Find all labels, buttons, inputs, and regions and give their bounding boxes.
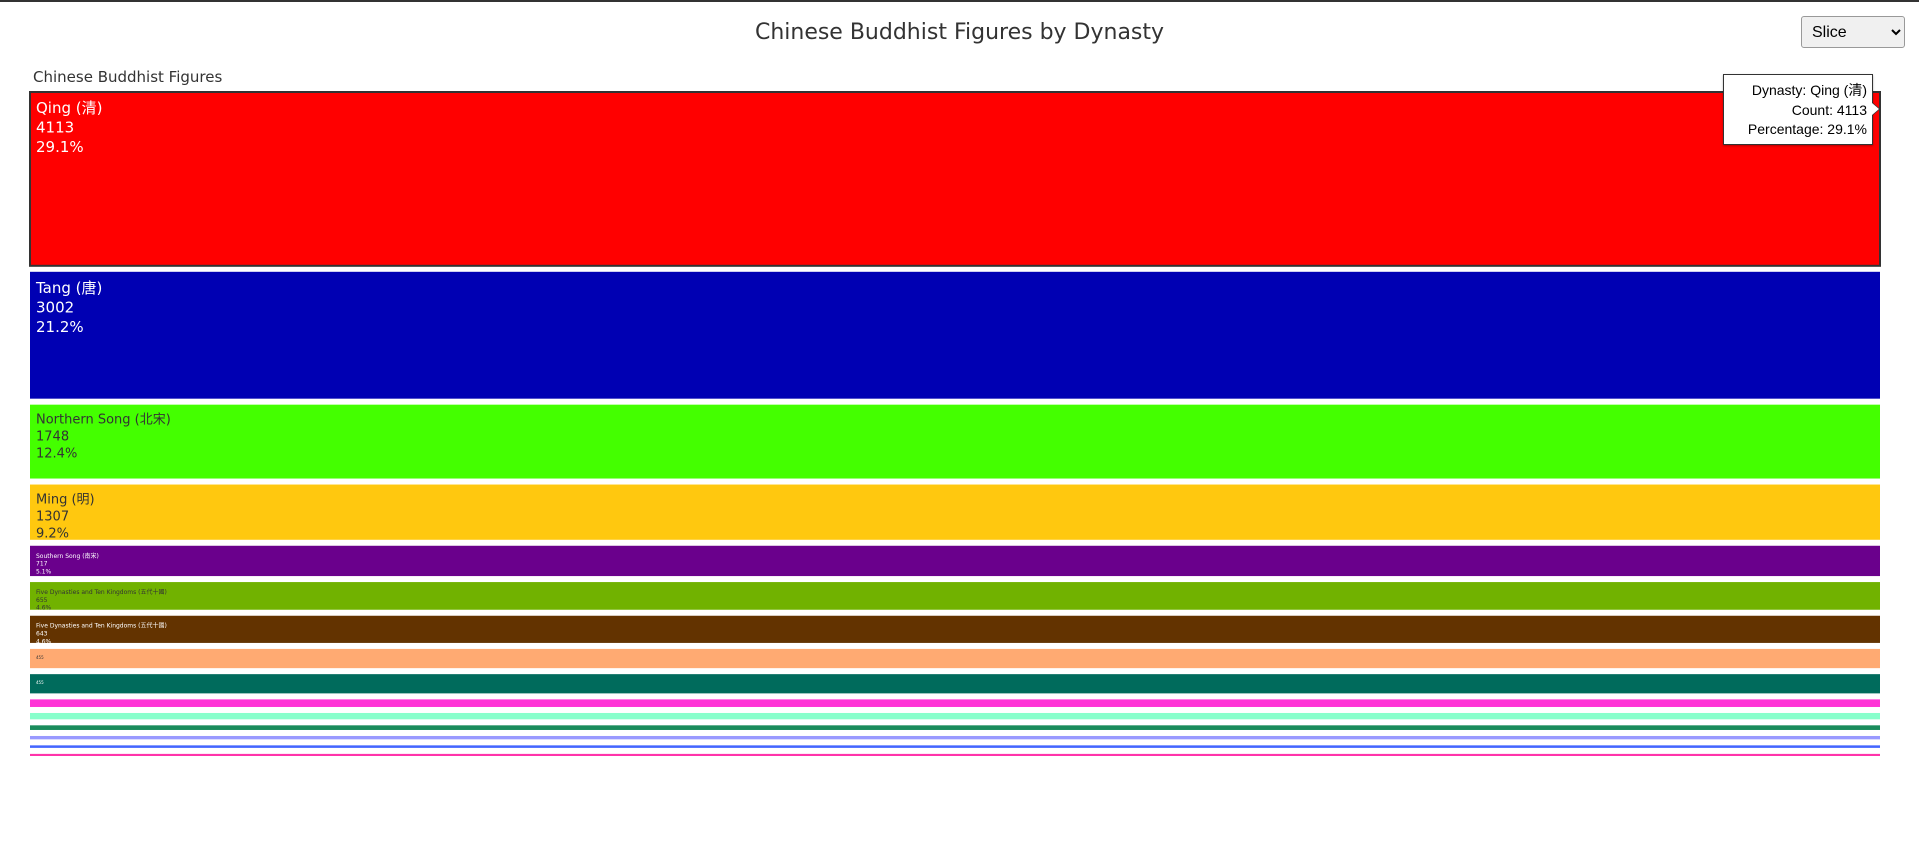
treemap-cell-value: 1307	[36, 509, 69, 524]
treemap-cell-rect[interactable]	[30, 615, 1880, 643]
treemap-cell-percent: 12.4%	[36, 446, 77, 461]
tooltip-percentage-line: Percentage: 29.1%	[1729, 120, 1867, 140]
tooltip-dynasty-value: Qing (清)	[1810, 82, 1867, 98]
treemap-cell-rect[interactable]	[30, 404, 1880, 479]
layout-select[interactable]: Slice	[1801, 16, 1905, 48]
tooltip-percentage-value: 29.1%	[1827, 121, 1867, 137]
treemap-cell[interactable]	[30, 753, 1880, 756]
treemap-cell-value: 655	[36, 597, 48, 604]
treemap-cell[interactable]	[30, 699, 1880, 707]
treemap-cell-value: 4113	[36, 119, 74, 137]
tooltip-count-line: Count: 4113	[1729, 101, 1867, 121]
treemap-cell-rect[interactable]	[30, 725, 1880, 730]
treemap-cell-rect[interactable]	[30, 271, 1880, 399]
treemap-root-label: Chinese Buddhist Figures	[33, 68, 222, 86]
treemap-cell-percent: 29.1%	[36, 138, 84, 156]
treemap-cell-name: Tang (唐)	[35, 279, 102, 297]
treemap-cell-value: 1748	[36, 430, 69, 445]
treemap-cell-value: 717	[36, 561, 48, 568]
treemap-cell-rect[interactable]	[30, 699, 1880, 707]
tooltip-count-value: 4113	[1836, 101, 1867, 118]
treemap-cell[interactable]: Five Dynasties and Ten Kingdoms (五代十國)65…	[30, 582, 1880, 612]
treemap-cell[interactable]: 455	[30, 648, 1880, 669]
treemap-cell-percent: 4.6%	[36, 605, 52, 612]
treemap-cell-name: Ming (明)	[36, 493, 95, 508]
treemap-cell-percent: 4.6%	[36, 638, 52, 645]
treemap-cell-percent: 5.1%	[36, 568, 52, 575]
tooltip-dynasty-label: Dynasty:	[1751, 82, 1811, 98]
treemap-cell[interactable]: 455	[30, 674, 1880, 694]
treemap-cell-rect[interactable]	[30, 674, 1880, 694]
treemap-cell-percent: 9.2%	[36, 526, 69, 541]
treemap-cell-value: 3002	[36, 298, 74, 316]
treemap-cell-rect[interactable]	[29, 91, 1881, 267]
chart-title: Chinese Buddhist Figures by Dynasty	[754, 20, 1165, 45]
treemap-cell-value: 455	[36, 680, 44, 685]
tooltip-percentage-label: Percentage:	[1747, 121, 1828, 137]
treemap-cell-rect[interactable]	[30, 648, 1880, 669]
treemap-cell-rect[interactable]	[30, 545, 1880, 577]
treemap-cell[interactable]	[30, 745, 1880, 748]
treemap-cell-name: Southern Song (南宋)	[36, 552, 99, 560]
treemap-cell-name: Northern Song (北宋)	[36, 413, 171, 428]
treemap-cell-value: 455	[36, 655, 44, 660]
treemap-cell-rect[interactable]	[30, 484, 1880, 540]
treemap-chart: Chinese Buddhist Figures Qing (清) 4113 29.1…	[29, 66, 1881, 756]
treemap-cell-name: Five Dynasties and Ten Kingdoms (五代十國)	[36, 622, 167, 630]
treemap-cell-rect[interactable]	[30, 712, 1880, 720]
treemap-cell[interactable]	[30, 725, 1880, 730]
treemap-cell-rect[interactable]	[30, 582, 1880, 610]
treemap-cell-rect[interactable]	[30, 753, 1880, 756]
treemap-cell-rect[interactable]	[30, 735, 1880, 740]
treemap-cell[interactable]: Ming (明)1307 9.2%	[30, 484, 1880, 542]
chart-tooltip: Dynasty: Qing (清) Count: 4113 Percentage…	[1723, 74, 1880, 145]
tooltip-dynasty-line: Dynasty: Qing (清)	[1729, 81, 1867, 101]
treemap-cell[interactable]: Tang (唐)3002 21.2%	[30, 271, 1880, 399]
treemap-cell[interactable]	[30, 735, 1880, 740]
treemap-cell-name: Five Dynasties and Ten Kingdoms (五代十國)	[36, 588, 167, 596]
treemap-cell-percent: 21.2%	[36, 318, 84, 336]
treemap-cell-rect[interactable]	[30, 745, 1880, 748]
treemap-cell-value: 643	[36, 631, 48, 638]
treemap-cell[interactable]: Five Dynasties and Ten Kingdoms (五代十國)64…	[30, 615, 1880, 646]
tooltip-count-label: Count:	[1791, 101, 1837, 118]
treemap-cell[interactable]	[30, 712, 1880, 720]
treemap-cell-name: Qing (清)	[36, 99, 102, 117]
